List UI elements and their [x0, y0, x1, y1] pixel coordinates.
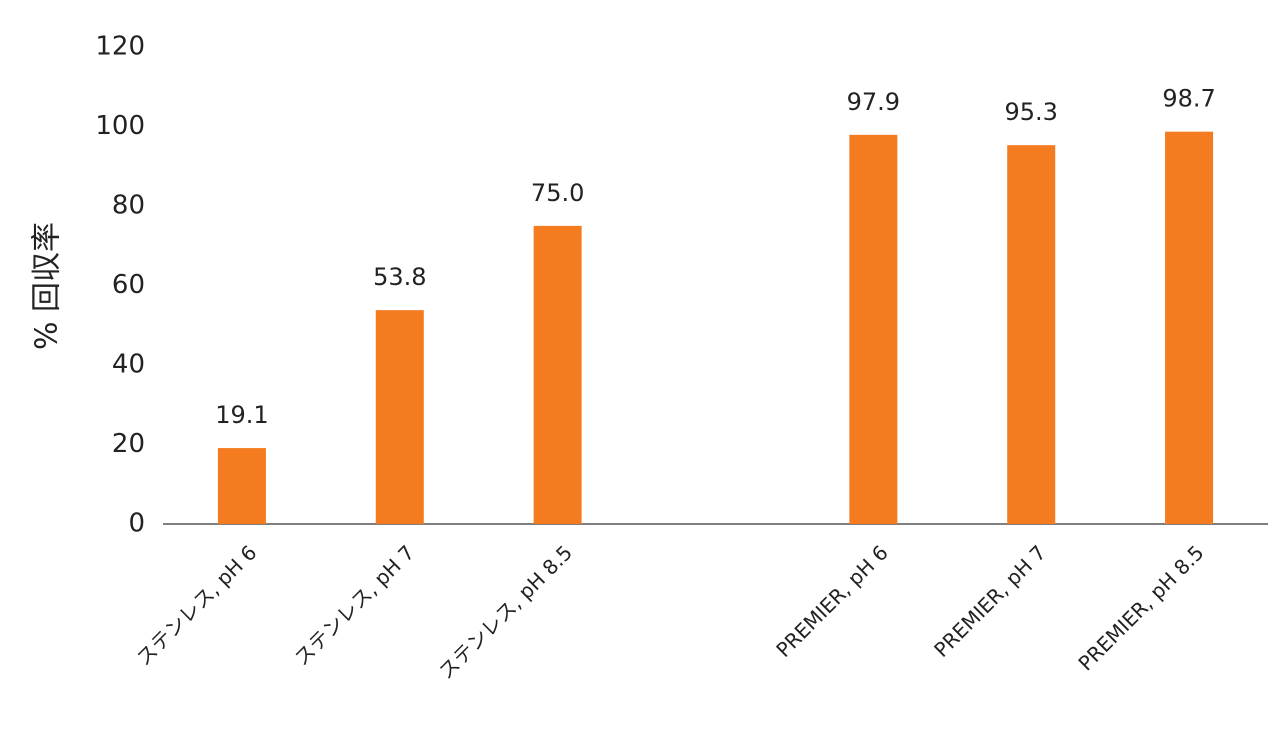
value-label: 97.9 — [847, 88, 900, 116]
bar — [1165, 131, 1214, 525]
x-tick-label: ステンレス, pH 6 — [132, 540, 262, 670]
bar — [849, 134, 898, 524]
bar — [1007, 145, 1056, 524]
y-tick-label: 20 — [112, 429, 145, 459]
x-tick-label: PREMIER, pH 8.5 — [1074, 540, 1209, 675]
y-tick-label: 80 — [112, 191, 145, 221]
y-tick-label: 0 — [128, 509, 145, 539]
x-tick-label: PREMIER, pH 7 — [929, 540, 1050, 661]
y-tick-label: 120 — [95, 32, 145, 62]
x-tick-label: ステンレス, pH 8.5 — [434, 540, 577, 683]
value-label: 95.3 — [1004, 98, 1057, 126]
y-tick-label: 40 — [112, 350, 145, 380]
bar — [533, 225, 582, 524]
x-tick-label: PREMIER, pH 6 — [771, 540, 892, 661]
bar — [217, 448, 266, 524]
x-tick-label: ステンレス, pH 7 — [289, 540, 419, 670]
value-label: 75.0 — [531, 179, 584, 207]
y-tick-label: 60 — [112, 270, 145, 300]
value-label: 19.1 — [215, 401, 268, 429]
value-label: 53.8 — [373, 263, 426, 291]
y-tick-label: 100 — [95, 111, 145, 141]
y-axis-label: % 回収率 — [30, 222, 65, 350]
bar — [375, 310, 424, 524]
value-label: 98.7 — [1162, 85, 1215, 113]
